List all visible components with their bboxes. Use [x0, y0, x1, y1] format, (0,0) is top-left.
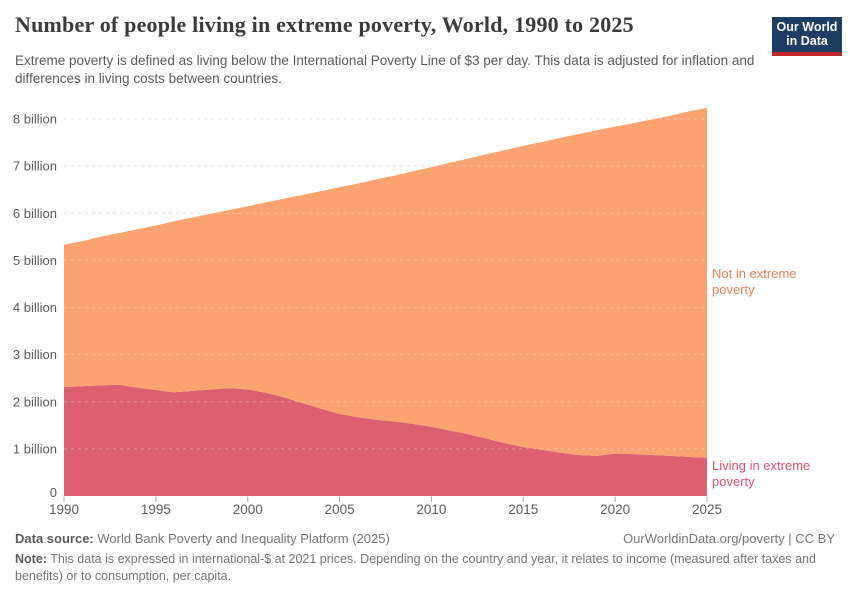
x-axis-label: 1995: [141, 502, 171, 517]
y-axis-label: 5 billion: [13, 253, 57, 268]
data-source-value: World Bank Poverty and Inequality Platfo…: [97, 531, 390, 546]
owid-logo-line2: in Data: [786, 34, 828, 48]
x-axis-label: 2025: [692, 502, 722, 517]
chart-title: Number of people living in extreme pover…: [15, 12, 634, 37]
series-label-not-in-extreme-poverty: Not in extreme poverty: [712, 266, 797, 297]
y-axis-label: 4 billion: [13, 300, 57, 315]
footnote-label: Note:: [15, 552, 47, 566]
credit-link[interactable]: OurWorldinData.org/poverty | CC BY: [623, 531, 835, 546]
x-axis-label: 2010: [416, 502, 446, 517]
x-axis-label: 2020: [600, 502, 630, 517]
owid-logo-line1: Our World: [776, 20, 838, 34]
stacked-area-chart[interactable]: 1990 1995 2000 2005 2010 2015 2020 2025 0 1 billi…: [0, 95, 850, 525]
area-not-in-extreme-poverty[interactable]: [64, 107, 707, 458]
data-source-label: Data source:: [15, 531, 94, 546]
area-living-in-extreme-poverty[interactable]: [64, 384, 707, 496]
footnote: Note: This data is expressed in internat…: [15, 551, 835, 585]
y-axis-label: 0: [50, 485, 57, 500]
footnote-text: This data is expressed in international-…: [15, 552, 816, 583]
owid-logo: Our World in Data: [772, 17, 842, 56]
series-label-living-in-extreme-poverty: Living in extreme poverty: [712, 458, 811, 489]
chart-plot-area[interactable]: 1990 1995 2000 2005 2010 2015 2020 2025 0 1 billi…: [0, 95, 850, 525]
y-axis-label: 2 billion: [13, 394, 57, 409]
x-axis-label: 2015: [508, 502, 538, 517]
x-axis-label: 2000: [233, 502, 263, 517]
y-axis-label: 8 billion: [13, 112, 57, 127]
data-source: Data source: World Bank Poverty and Ineq…: [15, 531, 390, 546]
y-axis-label: 6 billion: [13, 206, 57, 221]
x-axis-label: 2005: [325, 502, 355, 517]
y-axis-label: 3 billion: [13, 347, 57, 362]
owid-logo-text: Our World in Data: [772, 17, 842, 52]
owid-logo-accent-bar: [772, 52, 842, 56]
x-axis-label: 1990: [49, 502, 79, 517]
y-axis-label: 7 billion: [13, 159, 57, 174]
y-axis-label: 1 billion: [13, 441, 57, 456]
chart-subtitle: Extreme poverty is defined as living bel…: [15, 53, 755, 86]
